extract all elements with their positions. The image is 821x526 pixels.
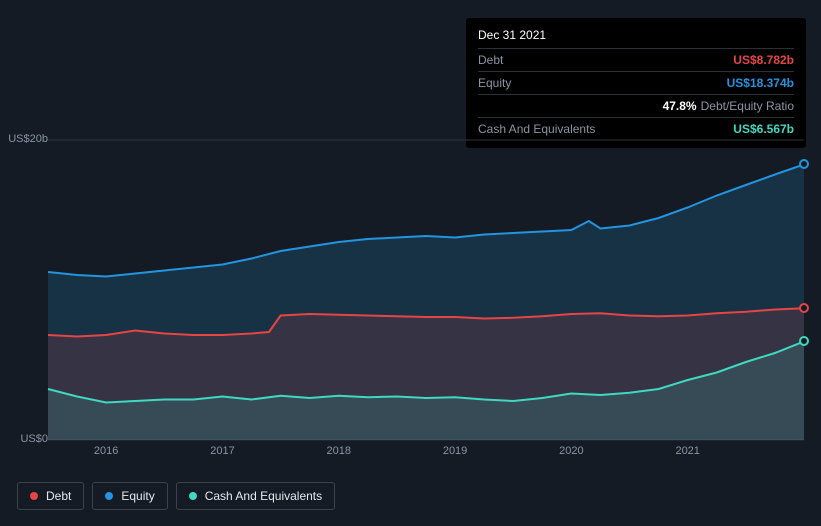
tooltip-value: US$8.782b (733, 51, 794, 69)
area-chart: US$20bUS$0 201620172018201920202021 (17, 120, 804, 510)
legend-label: Cash And Equivalents (205, 489, 322, 503)
x-axis-label: 2020 (559, 445, 583, 457)
legend-label: Debt (46, 489, 71, 503)
tooltip-row: Debt US$8.782b (478, 48, 794, 71)
legend-item-cash-and-equivalents[interactable]: Cash And Equivalents (176, 482, 335, 510)
tooltip-row: Equity US$18.374b (478, 71, 794, 94)
chart-legend: Debt Equity Cash And Equivalents (17, 482, 335, 510)
legend-dot (30, 492, 38, 500)
series-end-marker (799, 159, 809, 169)
x-axis-label: 2016 (94, 445, 118, 457)
chart-svg (17, 120, 804, 445)
legend-dot (105, 492, 113, 500)
x-axis-label: 2018 (327, 445, 351, 457)
tooltip-row: 47.8%Debt/Equity Ratio (478, 94, 794, 117)
series-end-marker (799, 303, 809, 313)
legend-label: Equity (121, 489, 154, 503)
legend-dot (189, 492, 197, 500)
tooltip-date: Dec 31 2021 (478, 26, 794, 48)
x-axis-label: 2021 (675, 445, 699, 457)
legend-item-debt[interactable]: Debt (17, 482, 84, 510)
y-axis-label: US$0 (20, 433, 48, 445)
x-axis-label: 2017 (210, 445, 234, 457)
x-axis-label: 2019 (443, 445, 467, 457)
y-axis-label: US$20b (8, 133, 48, 145)
legend-item-equity[interactable]: Equity (92, 482, 167, 510)
tooltip-label: Debt (478, 51, 503, 69)
tooltip-value: US$18.374b (727, 74, 794, 92)
tooltip-ratio: 47.8%Debt/Equity Ratio (663, 97, 794, 115)
series-end-marker (799, 336, 809, 346)
tooltip-label: Equity (478, 74, 511, 92)
